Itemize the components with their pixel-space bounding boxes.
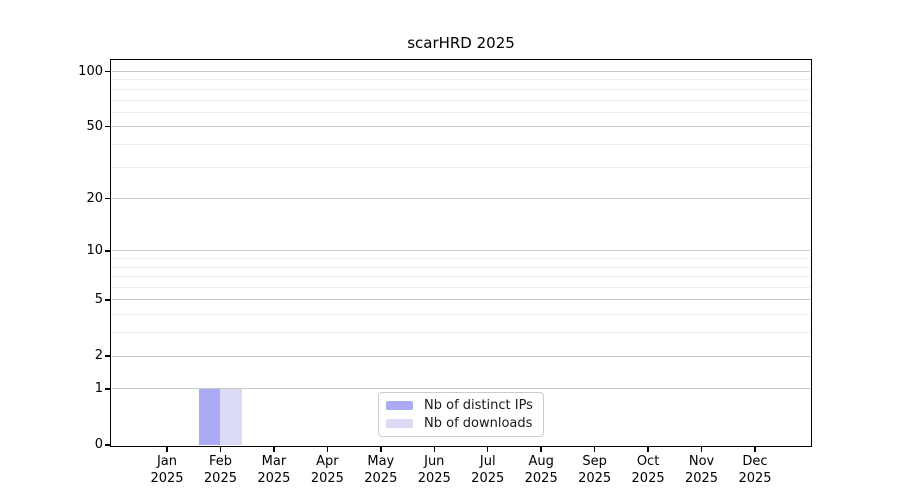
x-tick-label: Aug 2025	[524, 454, 558, 486]
x-tick-mark	[380, 446, 382, 452]
x-tick-mark	[647, 446, 649, 452]
y-tick-mark	[105, 444, 111, 446]
x-tick-mark	[326, 446, 329, 452]
minor-gridline	[112, 79, 810, 81]
x-tick-label: Mar 2025	[257, 454, 291, 486]
y-tick-mark	[105, 126, 111, 128]
x-tick-mark	[219, 446, 222, 452]
minor-gridline	[112, 88, 810, 90]
major-gridline	[112, 355, 810, 357]
y-tick-mark	[105, 250, 111, 252]
x-tick-label: Nov 2025	[684, 454, 719, 486]
minor-gridline	[112, 276, 810, 278]
x-tick-label: Oct 2025	[631, 454, 665, 486]
x-tick-mark	[754, 446, 756, 452]
minor-gridline	[112, 166, 810, 168]
y-tick-mark	[105, 299, 111, 301]
y-tick-label: 20	[86, 190, 103, 206]
y-tick-mark	[105, 388, 111, 390]
minor-gridline	[112, 111, 810, 113]
y-tick-label: 0	[94, 437, 103, 452]
legend-swatch-downloads	[386, 419, 413, 428]
y-tick-label: 5	[94, 291, 103, 307]
x-tick-mark	[487, 446, 489, 452]
minor-gridline	[112, 287, 810, 289]
x-tick-label: Dec 2025	[738, 454, 772, 486]
y-tick-label: 100	[78, 63, 103, 79]
x-tick-mark	[433, 446, 435, 452]
x-tick-label: Feb 2025	[203, 454, 237, 486]
y-tick-label: 50	[86, 118, 103, 134]
x-tick-mark	[700, 446, 703, 452]
y-tick-label: 10	[86, 242, 103, 258]
major-gridline	[112, 250, 810, 252]
minor-gridline	[112, 266, 810, 268]
x-tick-label: Jun 2025	[417, 454, 451, 486]
x-tick-mark	[273, 446, 275, 452]
minor-gridline	[112, 332, 810, 334]
legend-label-distinct-ips: Nb of distinct IPs	[424, 398, 533, 413]
y-tick-mark	[105, 197, 111, 200]
legend-label-downloads: Nb of downloads	[424, 416, 533, 431]
legend-swatch-distinct-ips	[386, 401, 413, 410]
major-gridline	[112, 126, 810, 128]
minor-gridline	[112, 143, 810, 145]
y-tick-label: 2	[94, 348, 103, 364]
x-tick-label: Sep 2025	[578, 454, 612, 486]
legend: Nb of distinct IPs Nb of downloads	[378, 392, 544, 437]
bar-downloads	[220, 388, 242, 445]
x-tick-label: May 2025	[364, 454, 398, 486]
major-gridline	[112, 71, 810, 72]
x-tick-mark	[593, 446, 596, 452]
y-tick-mark	[105, 355, 111, 357]
x-tick-label: Apr 2025	[310, 454, 344, 486]
x-tick-mark	[540, 446, 542, 452]
legend-item-distinct-ips: Nb of distinct IPs	[386, 398, 536, 413]
chart-title: scarHRD 2025	[407, 34, 515, 52]
major-gridline	[112, 198, 810, 200]
major-gridline	[112, 299, 810, 301]
legend-item-downloads: Nb of downloads	[386, 416, 536, 431]
y-tick-label: 1	[94, 380, 103, 396]
x-tick-label: Jan 2025	[150, 454, 184, 486]
x-tick-mark	[166, 446, 168, 452]
bar-distinct-ips	[198, 388, 221, 445]
minor-gridline	[112, 258, 810, 260]
minor-gridline	[112, 99, 810, 101]
minor-gridline	[112, 314, 810, 316]
x-tick-label: Jul 2025	[471, 454, 505, 486]
major-gridline	[112, 388, 810, 390]
y-tick-mark	[105, 70, 111, 73]
